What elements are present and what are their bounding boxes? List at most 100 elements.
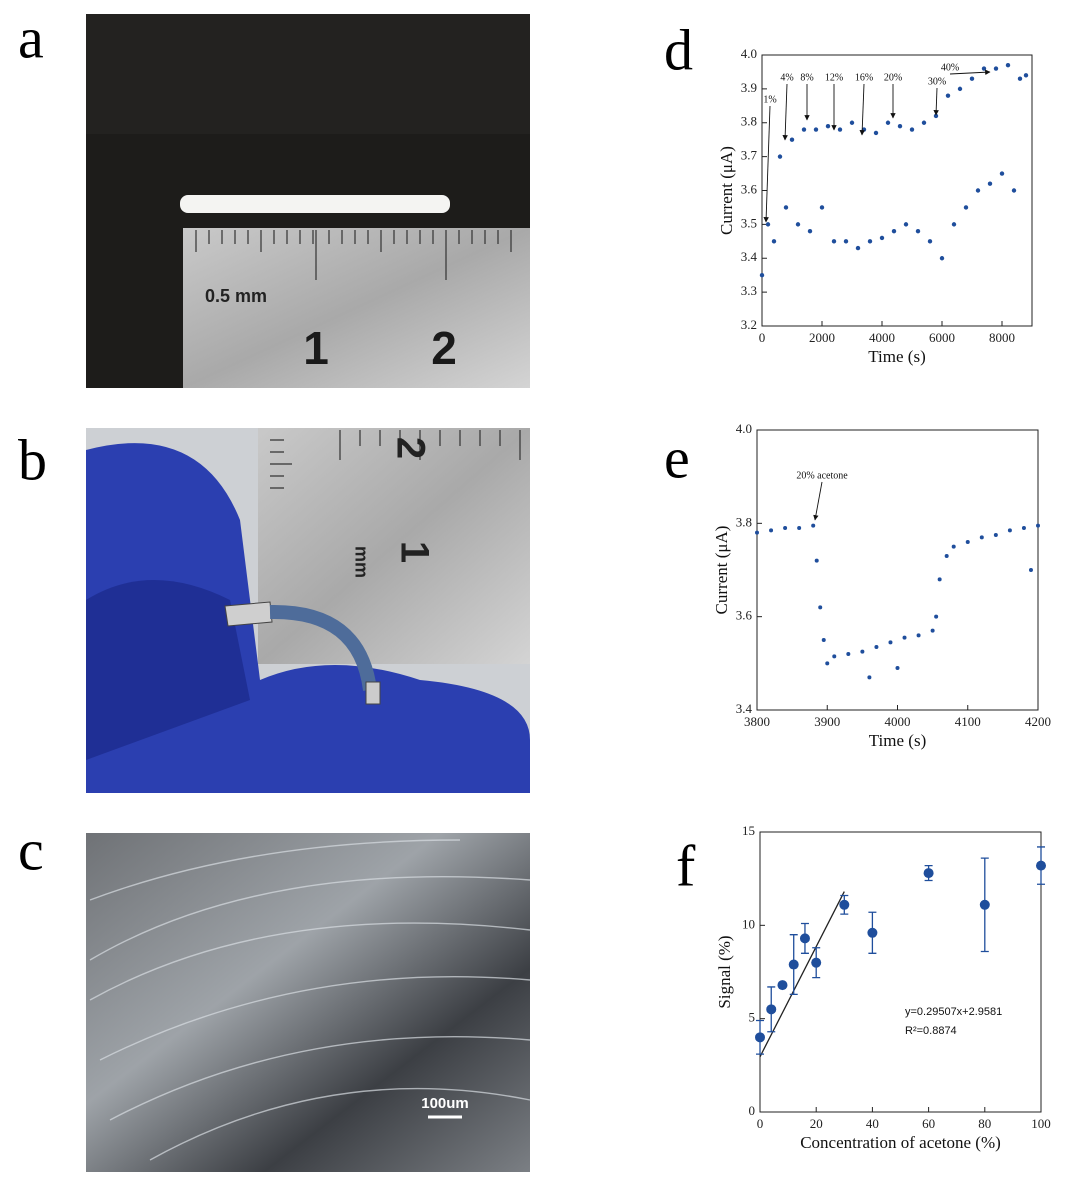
point	[934, 614, 939, 619]
point	[945, 93, 951, 98]
point	[818, 605, 823, 610]
point	[891, 228, 897, 234]
x-tick-label: 0	[759, 330, 766, 345]
annotation: 4%	[780, 72, 793, 83]
photo-c: 100um	[86, 833, 531, 1172]
point	[1011, 188, 1017, 193]
point	[766, 1004, 777, 1015]
point	[769, 528, 774, 533]
photo-a: 0.5 mm 1 2	[86, 14, 530, 388]
annotation: y=0.29507x+2.9581	[905, 1006, 1002, 1018]
point	[813, 127, 819, 132]
point	[1036, 523, 1040, 528]
x-tick-label: 20	[810, 1116, 823, 1131]
x-tick-label: 3800	[744, 714, 770, 729]
point	[765, 222, 771, 227]
point	[814, 558, 819, 563]
x-tick-label: 80	[978, 1116, 991, 1131]
point	[963, 205, 969, 210]
ruler-label: 2	[431, 322, 457, 374]
x-tick-label: 4000	[869, 330, 895, 345]
point	[927, 239, 933, 244]
x-tick-label: 40	[866, 1116, 879, 1131]
y-tick-label: 3.8	[741, 114, 757, 129]
annotation: 1%	[763, 94, 776, 105]
fit-line	[759, 891, 845, 1058]
panel-label: e	[664, 425, 690, 490]
annotation-arrow	[763, 105, 771, 223]
point	[957, 86, 963, 92]
ruler-label: 2	[388, 437, 432, 459]
point	[1007, 528, 1012, 533]
point	[879, 235, 885, 241]
point	[979, 899, 990, 910]
y-tick-label: 10	[742, 916, 755, 931]
x-tick-label: 8000	[989, 330, 1015, 345]
plot-frame	[761, 54, 1033, 327]
point	[839, 899, 850, 910]
x-tick-label: 2000	[809, 330, 835, 345]
point	[915, 228, 921, 234]
point	[909, 127, 915, 132]
annotation: 20% acetone	[796, 470, 848, 481]
point	[1036, 860, 1046, 871]
ruler-label: mm	[351, 546, 371, 578]
photo-b: 2 1 mm	[86, 428, 530, 793]
annotation: 30%	[928, 76, 946, 87]
x-tick-label: 100	[1031, 1116, 1051, 1131]
point	[855, 245, 861, 251]
point	[979, 535, 984, 540]
plot-frame	[759, 831, 1042, 1113]
x-tick-label: 3900	[814, 714, 840, 729]
point	[975, 188, 981, 193]
point	[874, 645, 879, 649]
point	[993, 533, 998, 537]
annotation-arrow	[813, 481, 823, 521]
point	[807, 228, 813, 234]
y-tick-label: 3.4	[736, 701, 753, 716]
point	[923, 868, 934, 879]
point	[1017, 76, 1023, 81]
point	[951, 222, 957, 227]
point	[888, 640, 893, 645]
y-axis-label: Current (μA)	[712, 526, 731, 615]
point	[951, 544, 956, 549]
point	[777, 980, 788, 991]
y-tick-label: 4.0	[741, 46, 757, 61]
point	[1005, 62, 1011, 68]
x-axis-label: Time (s)	[868, 347, 925, 366]
point	[895, 666, 900, 670]
point	[867, 927, 878, 938]
point	[969, 76, 975, 81]
y-tick-label: 3.4	[741, 249, 758, 264]
point	[783, 526, 788, 530]
annotation-arrow	[782, 83, 788, 141]
panel-label: c	[18, 817, 44, 882]
annotation: 12%	[825, 72, 843, 83]
point	[916, 633, 921, 638]
point	[831, 239, 837, 244]
point	[771, 239, 777, 244]
ruler-label: 1	[392, 541, 436, 563]
panel-label: d	[664, 17, 693, 82]
y-tick-label: 3.6	[741, 181, 758, 196]
y-tick-label: 15	[742, 823, 755, 838]
point	[1021, 526, 1026, 530]
y-tick-label: 0	[749, 1103, 756, 1118]
y-tick-label: 3.5	[741, 215, 757, 230]
y-axis-label: Signal (%)	[715, 935, 734, 1008]
point	[897, 123, 903, 129]
x-tick-label: 6000	[929, 330, 955, 345]
x-tick-label: 60	[922, 1116, 935, 1131]
point	[777, 154, 783, 159]
point	[811, 523, 816, 528]
point	[930, 628, 935, 633]
x-axis-label: Concentration of acetone (%)	[800, 1133, 1001, 1152]
panel-label: b	[18, 427, 47, 492]
point	[819, 205, 825, 210]
point	[981, 66, 987, 71]
point	[846, 652, 851, 656]
point	[999, 171, 1005, 176]
y-axis-label: Current (μA)	[717, 146, 736, 235]
